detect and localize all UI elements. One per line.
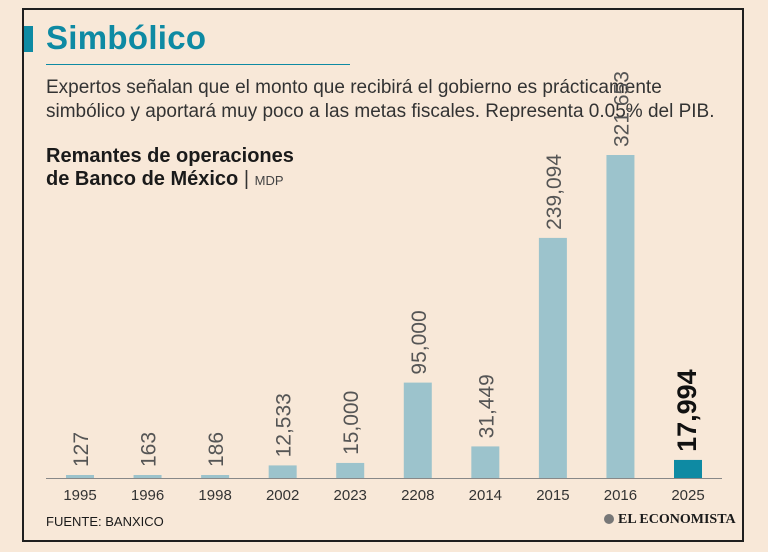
chart-title: Remantes de operaciones de Banco de Méxi…	[46, 145, 294, 192]
bar-2002	[268, 465, 297, 478]
value-label-1996: 163	[138, 432, 161, 467]
x-tick-2025: 2025	[671, 487, 704, 504]
bar-2015	[538, 237, 567, 478]
bar-2023	[336, 462, 365, 478]
bar-1996	[133, 475, 162, 478]
page-subtitle: Expertos señalan que el monto que recibi…	[46, 77, 715, 122]
value-label-1998: 186	[205, 432, 228, 467]
x-tick-2002: 2002	[266, 487, 299, 504]
value-label-2016: 321,653	[610, 71, 633, 147]
bar-2016	[606, 155, 635, 478]
value-label-2002: 12,533	[273, 393, 296, 457]
chart-title-line2: de Banco de México	[46, 168, 239, 190]
bar-2025	[674, 459, 702, 478]
brand-logo: EL ECONOMISTA	[604, 512, 736, 528]
value-label-2025: 17,994	[672, 369, 702, 452]
brand-name: EL ECONOMISTA	[618, 512, 736, 527]
value-label-1995: 127	[70, 432, 93, 467]
x-tick-1998: 1998	[198, 487, 231, 504]
title-rule	[46, 64, 350, 65]
bar-1998	[201, 475, 230, 478]
x-tick-2015: 2015	[536, 487, 569, 504]
bar-1995	[66, 475, 94, 478]
page-title: Simbólico	[46, 19, 207, 56]
value-label-2023: 15,000	[340, 391, 363, 455]
x-tick-1995: 1995	[63, 487, 96, 504]
bar-2208	[403, 382, 432, 478]
value-label-2015: 239,094	[543, 154, 566, 230]
chart-title-line1: Remantes de operaciones	[46, 145, 294, 167]
x-tick-1996: 1996	[131, 487, 164, 504]
x-tick-2023: 2023	[334, 487, 367, 504]
x-tick-2014: 2014	[469, 487, 502, 504]
chart-unit: MDP	[254, 173, 284, 188]
value-label-2208: 95,000	[408, 310, 431, 374]
chart-title-separator: |	[243, 168, 250, 190]
bar-2014	[471, 446, 500, 478]
value-label-2014: 31,449	[475, 374, 498, 438]
x-tick-2208: 2208	[401, 487, 434, 504]
brand-icon	[604, 514, 614, 524]
x-tick-2016: 2016	[604, 487, 637, 504]
source-note: FUENTE: BANXICO	[46, 514, 164, 529]
title-accent-bar	[24, 26, 33, 52]
frame	[22, 8, 744, 542]
